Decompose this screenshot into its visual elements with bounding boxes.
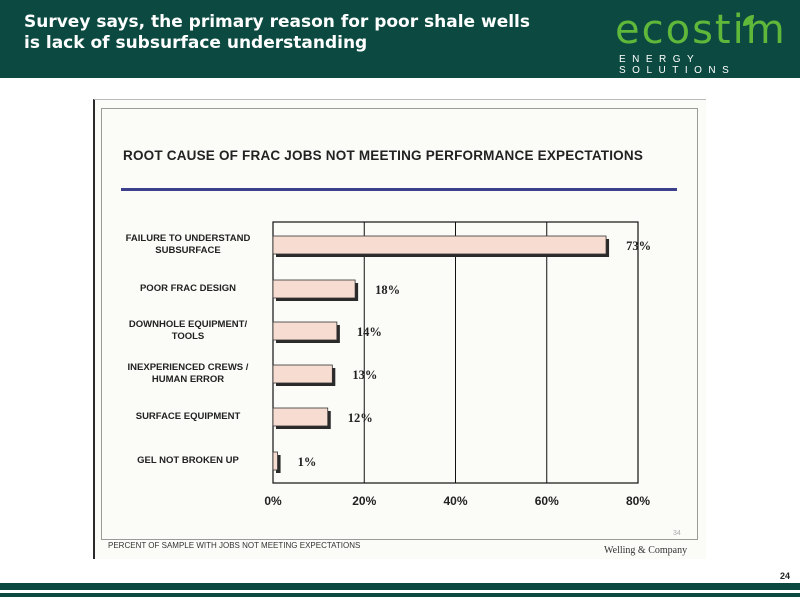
category-label: DOWNHOLE EQUIPMENT/TOOLS: [108, 319, 268, 343]
category-label: POOR FRAC DESIGN: [108, 283, 268, 295]
category-label: FAILURE TO UNDERSTAND SUBSURFACE: [108, 233, 268, 257]
title-rule: [121, 188, 677, 191]
x-tick-label: 0%: [264, 494, 282, 508]
footer-bar-thin: [0, 593, 800, 597]
data-label: 1%: [298, 455, 317, 469]
x-tick-label: 40%: [443, 494, 467, 508]
category-label-line: SURFACE EQUIPMENT: [135, 411, 241, 422]
logo-wordmark: ecostim: [615, 7, 787, 53]
data-label: 14%: [357, 325, 382, 339]
x-tick-label: 60%: [535, 494, 559, 508]
bar-shadow: [276, 455, 281, 473]
x-axis-label: PERCENT OF SAMPLE WITH JOBS NOT MEETING …: [108, 541, 361, 550]
page-number: 24: [780, 571, 791, 581]
category-label: SURFACE EQUIPMENT: [108, 411, 268, 423]
category-label-line: TOOLS: [171, 331, 205, 342]
category-label-line: DOWNHOLE EQUIPMENT/: [128, 319, 248, 330]
category-label-line: POOR FRAC DESIGN: [139, 283, 237, 294]
category-label: GEL NOT BROKEN UP: [108, 455, 268, 467]
scan-page-number: 34: [673, 530, 681, 537]
bar: [272, 321, 338, 341]
category-label-line: INEXPERIENCED CREWS /: [127, 362, 249, 373]
category-label-line: HUMAN ERROR: [151, 374, 225, 385]
data-label: 13%: [352, 368, 377, 382]
x-tick-label: 20%: [352, 494, 376, 508]
category-label: INEXPERIENCED CREWS / HUMAN ERROR: [108, 362, 268, 386]
bar: [272, 407, 329, 427]
leaf-icon: [743, 15, 754, 26]
chart-frame: [101, 108, 698, 540]
logo-tagline: ENERGY SOLUTIONS: [619, 54, 736, 76]
category-label-line: SUBSURFACE: [155, 245, 221, 256]
data-label: 18%: [375, 283, 400, 297]
header-bar: Survey says, the primary reason for poor…: [0, 0, 800, 78]
bar: [272, 279, 356, 299]
bar: [272, 451, 278, 471]
bar: [272, 364, 333, 384]
source-credit: Welling & Company: [604, 545, 688, 556]
data-label: 73%: [626, 239, 651, 253]
bar: [272, 235, 607, 255]
category-label-line: FAILURE TO UNDERSTAND: [125, 233, 251, 244]
x-tick-label: 80%: [626, 494, 650, 508]
ecostim-logo: ecostim ENERGY SOLUTIONS: [615, 7, 790, 76]
scanned-chart-image: [93, 99, 706, 559]
chart-title: ROOT CAUSE OF FRAC JOBS NOT MEETING PERF…: [123, 148, 644, 163]
data-label: 12%: [348, 411, 373, 425]
slide-title: Survey says, the primary reason for poor…: [24, 12, 530, 53]
category-label-line: GEL NOT BROKEN UP: [137, 455, 239, 466]
footer-bar: [0, 583, 800, 590]
